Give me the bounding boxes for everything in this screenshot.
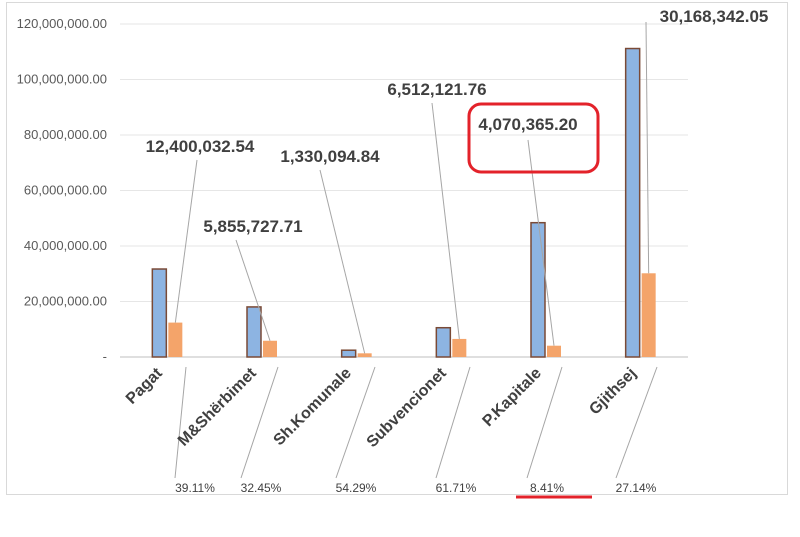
highlight-box [467,102,600,174]
data-label: 4,070,365.20 [478,115,577,134]
bar-series2 [641,273,656,357]
y-tick-label: 100,000,000.00 [17,72,107,87]
bar-series2 [168,322,183,357]
data-label: 6,512,121.76 [387,80,486,99]
data-label-leader [174,159,198,323]
data-label: 30,168,342.05 [660,7,769,26]
data-label-leader [645,21,650,274]
bar-series1 [340,349,357,358]
bar-series1 [624,47,641,358]
percent-label: 61.71% [436,481,477,495]
data-label-leader [235,239,271,341]
bar-series2 [452,338,467,357]
bar-series1 [435,326,452,358]
data-label: 12,400,032.54 [146,137,255,156]
percent-leader [335,366,376,479]
bar-series2 [547,345,561,357]
data-label: 1,330,094.84 [280,147,380,166]
category-label: M&Shërbimet [175,364,260,449]
category-label: Sh.Komunale [271,365,355,449]
category-label: Subvencionet [364,364,451,451]
chart-frame [6,2,788,495]
y-tick-label: 120,000,000.00 [17,16,107,31]
bar-series1 [246,306,262,358]
y-tick-label: - [103,349,107,364]
data-label: 5,855,727.71 [203,217,302,236]
percent-leader [526,366,563,479]
percent-leader [240,366,279,479]
data-label-leader [319,169,366,354]
percent-leader [435,366,471,479]
bar-series1 [151,268,168,358]
percent-label: 32.45% [241,481,282,495]
bar-series2 [263,340,277,357]
y-tick-label: 80,000,000.00 [24,127,107,142]
bar-series2 [357,353,372,357]
percent-leader [615,366,658,479]
percent-label: 27.14% [616,481,657,495]
percent-leader [174,366,187,479]
y-tick-label: 40,000,000.00 [24,238,107,253]
category-label: P.Kapitale [480,365,545,430]
category-label: Gjithsej [586,365,640,419]
category-label: Pagat [123,364,166,407]
y-tick-label: 60,000,000.00 [24,183,107,198]
data-label-leader [527,139,555,346]
y-tick-label: 20,000,000.00 [24,294,107,309]
bar-series1 [530,221,546,358]
percent-label: 54.29% [336,481,377,495]
data-label-leader [431,102,460,339]
percent-label: 39.11% [175,481,215,495]
percent-label: 8.41% [530,481,564,495]
